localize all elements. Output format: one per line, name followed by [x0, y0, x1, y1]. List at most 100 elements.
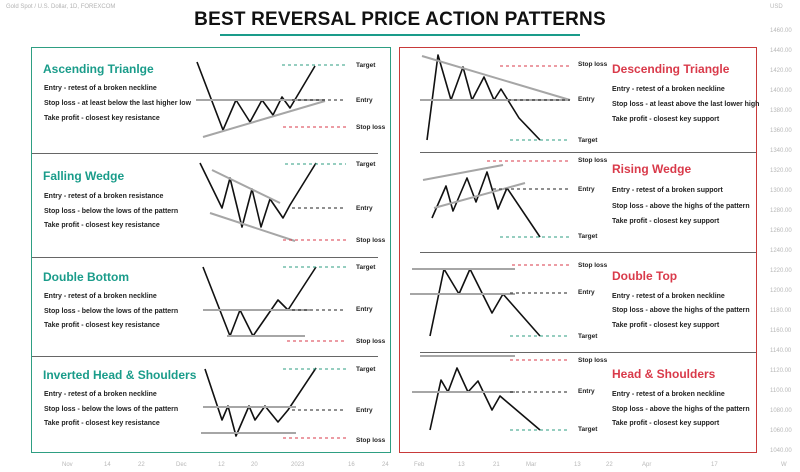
y-tick-label: 1360.00 [770, 128, 792, 134]
target-label: Target [578, 333, 598, 340]
page-title: BEST REVERSAL PRICE ACTION PATTERNS [194, 9, 606, 30]
pattern-target-rule: Take profit - closest key support [612, 420, 720, 427]
x-tick-label: Apr [642, 462, 652, 468]
pattern-title: Descending Triangle [612, 62, 730, 76]
stop-loss-label: Stop loss [356, 124, 386, 131]
y-tick-label: 1380.00 [770, 108, 792, 114]
y-tick-label: 1040.00 [770, 448, 792, 454]
pattern-target-rule: Take profit - closest key resistance [44, 115, 160, 122]
pattern-stop-rule: Stop loss - above the highs of the patte… [612, 406, 750, 413]
x-tick-label: 22 [138, 462, 145, 468]
pattern-title: Ascending Trianlge [43, 62, 154, 76]
pattern-title: Double Top [612, 269, 678, 283]
pattern-entry-rule: Entry - retest of a broken neckline [44, 85, 157, 92]
pattern-stop-rule: Stop loss - below the lows of the patter… [44, 406, 179, 413]
y-tick-label: USD [770, 4, 783, 10]
pattern-title: Head & Shoulders [612, 367, 716, 381]
pattern-title: Falling Wedge [43, 169, 125, 183]
pattern-stop-rule: Stop loss - above the highs of the patte… [612, 203, 750, 210]
y-tick-label: 1420.00 [770, 68, 792, 74]
entry-label: Entry [578, 96, 595, 103]
price-path [431, 171, 541, 238]
y-tick-label: 1340.00 [770, 148, 792, 154]
y-tick-label: 1240.00 [770, 248, 792, 254]
x-tick-label: Feb [414, 462, 425, 468]
pattern-entry-rule: Entry - retest of a broken neckline [612, 391, 725, 398]
entry-label: Entry [578, 388, 595, 395]
target-label: Target [578, 426, 598, 433]
pattern-title: Rising Wedge [612, 162, 692, 176]
pattern-entry-rule: Entry - retest of a broken neckline [612, 293, 725, 300]
stop-loss-label: Stop loss [356, 338, 386, 345]
price-path [429, 367, 541, 431]
title-underline [220, 34, 580, 36]
x-tick-label: 22 [606, 462, 613, 468]
x-tick-label: 12 [218, 462, 225, 468]
y-tick-label: 1280.00 [770, 208, 792, 214]
price-path [426, 54, 541, 141]
pattern-target-rule: Take profit - closest key resistance [44, 420, 160, 427]
stop-loss-label: Stop loss [356, 237, 386, 244]
target-label: Target [356, 161, 376, 168]
x-tick-label: Nov [62, 462, 73, 468]
pattern-entry-rule: Entry - retest of a broken support [612, 187, 723, 194]
y-tick-label: 1160.00 [770, 328, 792, 334]
pattern-entry-rule: Entry - retest of a broken neckline [44, 391, 157, 398]
y-tick-label: 1200.00 [770, 288, 792, 294]
pattern-entry-rule: Entry - retest of a broken neckline [612, 86, 725, 93]
price-path [196, 61, 316, 131]
stop-loss-label: Stop loss [578, 61, 608, 68]
y-tick-label: 1460.00 [770, 28, 792, 34]
wedge-lower [209, 212, 296, 242]
price-path [199, 162, 317, 228]
price-path [204, 367, 317, 437]
pattern-stop-rule: Stop loss - at least below the last high… [44, 100, 192, 107]
entry-label: Entry [356, 205, 373, 212]
bearish-divider [420, 252, 756, 253]
x-tick-label: 13 [458, 462, 465, 468]
target-label: Target [356, 264, 376, 271]
pattern-stop-rule: Stop loss - at least above the last lowe… [612, 101, 760, 108]
wedge-lower [433, 182, 526, 209]
bearish-divider [420, 152, 756, 153]
pattern-title: Double Bottom [43, 270, 129, 284]
trendline-support [202, 100, 326, 138]
bullish-divider [32, 356, 378, 357]
y-tick-label: 1100.00 [770, 388, 792, 394]
x-tick-label: 16 [348, 462, 355, 468]
target-label: Target [356, 62, 376, 69]
x-tick-label: 24 [382, 462, 389, 468]
stop-loss-label: Stop loss [356, 437, 386, 444]
pattern-target-rule: Take profit - closest key support [612, 218, 720, 225]
y-tick-label: 1060.00 [770, 428, 792, 434]
entry-label: Entry [578, 289, 595, 296]
stop-loss-label: Stop loss [578, 357, 608, 364]
pattern-stop-rule: Stop loss - below the lows of the patter… [44, 208, 179, 215]
stop-loss-label: Stop loss [578, 157, 608, 164]
y-tick-label: 1320.00 [770, 168, 792, 174]
x-tick-label: 14 [104, 462, 111, 468]
pattern-target-rule: Take profit - closest key resistance [44, 322, 160, 329]
chart-source-label: Gold Spot / U.S. Dollar, 1D, FOREXCOM [6, 4, 116, 10]
wedge-upper [211, 169, 281, 204]
pattern-stop-rule: Stop loss - above the highs of the patte… [612, 307, 750, 314]
y-tick-label: 1260.00 [770, 228, 792, 234]
bullish-divider [32, 257, 378, 258]
entry-label: Entry [356, 407, 373, 414]
x-tick-label: 13 [574, 462, 581, 468]
bullish-patterns-panel [31, 47, 391, 453]
pattern-entry-rule: Entry - retest of a broken neckline [44, 293, 157, 300]
x-tick-label: 20 [251, 462, 258, 468]
target-label: Target [356, 366, 376, 373]
pattern-target-rule: Take profit - closest key support [612, 116, 720, 123]
x-tick-label: 2023 [291, 462, 305, 468]
y-tick-label: 1180.00 [770, 308, 792, 314]
x-tick-label: W [781, 462, 787, 468]
y-tick-label: 1300.00 [770, 188, 792, 194]
price-path [429, 268, 541, 337]
x-tick-label: Mar [526, 462, 537, 468]
entry-label: Entry [578, 186, 595, 193]
wedge-upper [422, 164, 504, 181]
price-path [202, 266, 317, 337]
